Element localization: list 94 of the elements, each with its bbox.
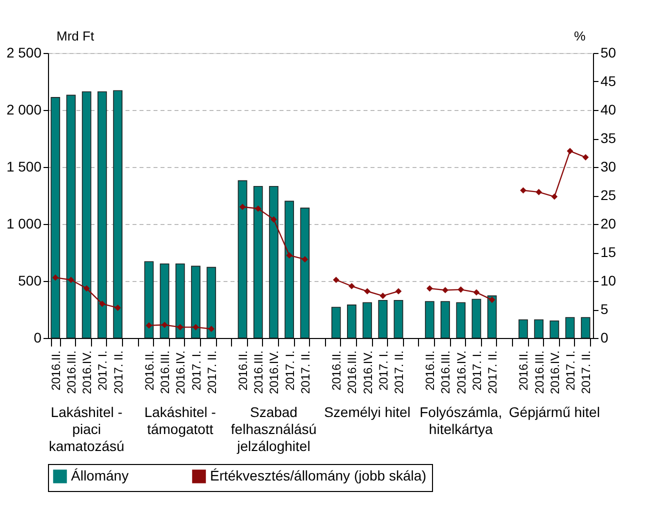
x-tick-label: 2016.IV. bbox=[454, 350, 468, 394]
bar bbox=[191, 266, 200, 338]
x-tick-label: 2016.III. bbox=[345, 350, 360, 394]
x-tick-label: 2016.IV. bbox=[267, 350, 282, 394]
text: Lakáshitel - támogatott bbox=[144, 404, 216, 437]
bar bbox=[50, 97, 60, 338]
text: Személyi hitel bbox=[324, 404, 410, 420]
y2-tick-label: 10 bbox=[600, 272, 616, 288]
bar bbox=[144, 261, 154, 338]
bar bbox=[440, 301, 450, 338]
point bbox=[566, 148, 574, 154]
y2-tick-label: 35 bbox=[600, 130, 616, 146]
bar bbox=[472, 298, 482, 338]
x-tick-label: 2016.III. bbox=[532, 350, 546, 394]
point bbox=[520, 187, 526, 194]
point bbox=[176, 324, 184, 330]
bar bbox=[82, 91, 92, 338]
bar bbox=[362, 302, 372, 338]
bar bbox=[424, 301, 434, 338]
bar bbox=[113, 90, 122, 338]
x-tick-label: 2017. I. bbox=[96, 350, 110, 391]
x-tick-label: 2016.II. bbox=[423, 350, 438, 391]
point bbox=[208, 326, 215, 332]
point bbox=[161, 322, 168, 328]
legend-label: Állomány bbox=[71, 467, 129, 484]
bar bbox=[300, 208, 310, 338]
bar bbox=[565, 317, 575, 338]
bar bbox=[550, 320, 560, 338]
y2-tick-label: 0 bbox=[600, 330, 608, 346]
legend-label: Értékvesztés/állomány (jobb skála) bbox=[210, 467, 426, 484]
x-tick-label: 2016.III. bbox=[158, 350, 172, 394]
bar bbox=[347, 304, 356, 338]
x-tick-label: 2016.III. bbox=[64, 350, 78, 394]
x-tick-label: 2017. II. bbox=[111, 350, 126, 394]
point bbox=[582, 154, 589, 160]
x-tick-label: 2016.III. bbox=[438, 350, 453, 394]
x-tick-label: 2016.IV. bbox=[174, 350, 188, 394]
y2-tick-label: 40 bbox=[600, 102, 616, 118]
text: Szabad felhasználású jelzáloghitel bbox=[230, 404, 317, 454]
bar bbox=[378, 300, 388, 338]
y2-tick-label: 15 bbox=[600, 244, 616, 260]
y2-tick-label: 5 bbox=[600, 301, 608, 317]
y-tick-label: 2 500 bbox=[6, 44, 42, 60]
x-tick-label: 2017. I. bbox=[189, 350, 204, 391]
y2-tick-label: 20 bbox=[600, 216, 616, 232]
y2-tick-label: 30 bbox=[600, 158, 616, 174]
text: Folyószámla, hitelkártya bbox=[420, 404, 502, 437]
point bbox=[192, 324, 199, 330]
y2-tick-label: 25 bbox=[600, 187, 616, 203]
x-tick-label: 2016.II. bbox=[516, 350, 531, 391]
x-tick-label: 2017. I. bbox=[282, 350, 297, 391]
bar bbox=[580, 317, 590, 338]
x-tick-label: 2016.IV. bbox=[360, 350, 375, 394]
x-tick-label: 2016.IV. bbox=[548, 350, 562, 394]
x-tick-label: 2017. II. bbox=[486, 350, 500, 394]
point bbox=[551, 193, 558, 200]
y-axis-title: Mrd Ft bbox=[56, 28, 94, 44]
x-tick-label: 2017. II. bbox=[579, 350, 594, 394]
x-tick-label: 2016.II. bbox=[236, 350, 250, 391]
x-tick-label: 2016.III. bbox=[252, 350, 266, 394]
bar bbox=[238, 180, 248, 338]
bar bbox=[518, 319, 528, 338]
bar bbox=[206, 266, 216, 338]
y-tick-label: 1 500 bbox=[6, 158, 42, 174]
bar bbox=[487, 295, 497, 338]
y-tick-label: 0 bbox=[34, 330, 42, 346]
x-tick-label: 2016.II. bbox=[142, 350, 156, 391]
bar bbox=[331, 306, 341, 338]
y-tick-label: 1 000 bbox=[6, 216, 42, 232]
x-tick-label: 2017. I. bbox=[564, 350, 578, 391]
bar bbox=[534, 319, 544, 338]
bar bbox=[456, 302, 466, 338]
y2-axis-title: % bbox=[574, 28, 586, 44]
bar bbox=[66, 94, 76, 338]
x-tick-label: 2017. II. bbox=[298, 350, 312, 394]
x-tick-label: 2016.II. bbox=[330, 350, 344, 391]
bar bbox=[175, 264, 185, 338]
bar bbox=[394, 300, 404, 338]
y-tick-label: 2 000 bbox=[6, 102, 42, 118]
text: Gépjármű hitel bbox=[508, 404, 600, 420]
point bbox=[146, 322, 152, 329]
y2-tick-label: 50 bbox=[600, 44, 616, 60]
point bbox=[536, 188, 542, 196]
y-tick-label: 500 bbox=[18, 272, 42, 288]
x-tick-label: 2017. II. bbox=[204, 350, 219, 394]
text: Lakáshitel - piaci kamatozású bbox=[48, 404, 124, 454]
x-tick-label: 2016.IV. bbox=[80, 350, 94, 394]
bar bbox=[98, 91, 107, 338]
x-tick-label: 2017. II. bbox=[392, 350, 406, 394]
x-tick-label: 2017. I. bbox=[470, 350, 484, 391]
y2-tick-label: 45 bbox=[600, 73, 616, 89]
x-tick-label: 2017. I. bbox=[376, 350, 390, 391]
bar bbox=[160, 264, 170, 338]
x-tick-label: 2016.II. bbox=[48, 350, 63, 391]
